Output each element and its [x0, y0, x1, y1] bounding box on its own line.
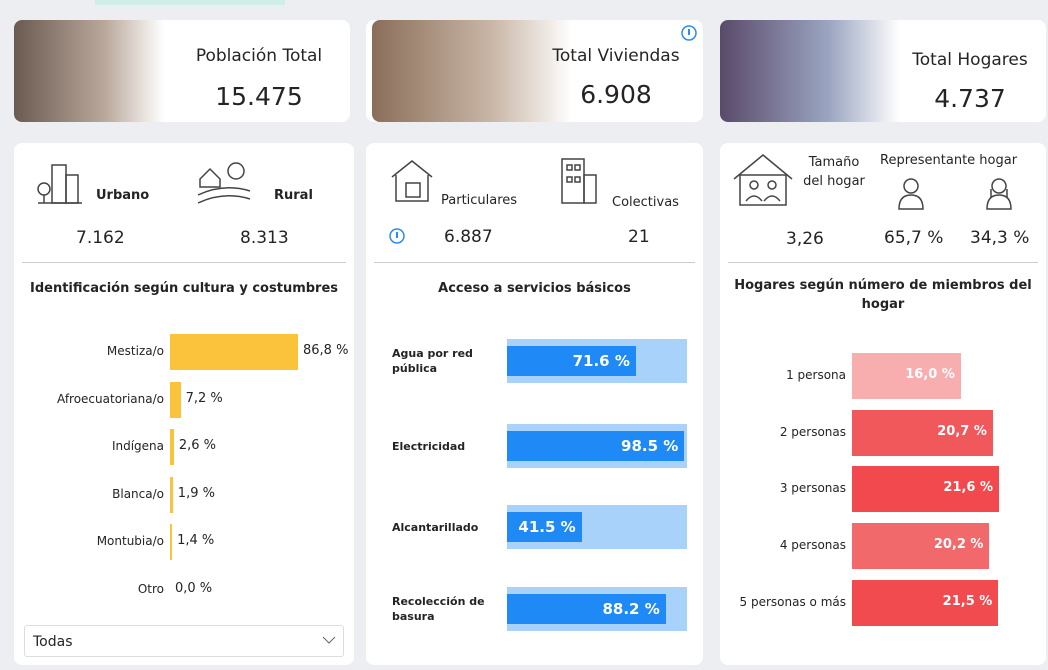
chart: Mestiza/o 86,8 % Afroecuatoriana/o 7,2 % Ind…: [14, 143, 354, 665]
stat-value: 6.887: [444, 227, 493, 247]
chart: 1 persona 16,0 % 2 personas 20,7 % 3 persona…: [720, 143, 1046, 665]
category-label: Otro: [137, 582, 164, 596]
bar: [507, 346, 636, 376]
dropdown-value: Todas: [33, 634, 73, 650]
bar: [852, 353, 961, 399]
bar: [170, 477, 173, 513]
value-label: 88.2 %: [602, 600, 660, 618]
value-label: 20,2 %: [933, 537, 984, 552]
chart-title: Identificación según cultura y costumbre…: [29, 281, 339, 296]
category-label: 2 personas: [779, 425, 846, 439]
divider: [374, 262, 695, 263]
photo: [372, 20, 572, 122]
value-label: 1,9 %: [177, 486, 215, 501]
category-label: Montubia/o: [96, 534, 164, 548]
woman-icon: [986, 178, 1012, 210]
category-label: Agua por red pública: [392, 347, 473, 375]
city-icon: [37, 164, 82, 204]
card-value: 4.737: [934, 84, 1006, 113]
bar: [170, 334, 298, 370]
photo: [14, 20, 164, 122]
building-icon: [561, 158, 597, 204]
value-label: 21,5 %: [942, 594, 993, 609]
panel: Particulares Colectivas 6.887 21 Acceso …: [366, 143, 703, 665]
chart-title: Acceso a servicios básicos: [438, 281, 631, 296]
house-icon: [391, 160, 433, 202]
bar: [170, 524, 173, 560]
value-label: 1,4 %: [177, 533, 215, 548]
card-title: Población Total: [195, 46, 323, 66]
bar: [170, 429, 174, 465]
panel: Urbano Rural 7.162 8.313 Identificación …: [14, 143, 354, 665]
stat-label: Urbano: [96, 188, 150, 203]
bar: [852, 410, 993, 456]
category-label: Afroecuatoriana/o: [57, 392, 164, 406]
stat-value: 8.313: [240, 228, 289, 248]
chart-title: Hogares según número de miembros del hog…: [734, 278, 1032, 312]
info-icon[interactable]: [388, 227, 406, 245]
stat-label: Representante hogar: [880, 153, 1018, 168]
card: Población Total 15.475: [14, 20, 350, 122]
divider: [22, 262, 346, 263]
card: Total Hogares 4.737: [720, 20, 1046, 122]
chart: Agua por red pública 71.6 % Electricidad 98…: [366, 143, 703, 665]
stat-value: 65,7 %: [884, 228, 944, 248]
tab: [95, 0, 285, 5]
card-title: Total Hogares: [912, 50, 1028, 70]
category-label: Alcantarillado: [392, 520, 479, 534]
divider: [728, 262, 1038, 263]
card-title: Total Viviendas: [552, 46, 680, 66]
man-icon: [898, 178, 924, 210]
value-label: 41.5 %: [518, 518, 576, 536]
stat-label: Particulares: [441, 193, 518, 208]
bar: [170, 382, 181, 418]
stat-value: 21: [628, 227, 650, 247]
info-icon[interactable]: [680, 24, 698, 42]
dropdown[interactable]: Todas: [24, 625, 344, 657]
value-label: 21,6 %: [943, 480, 993, 495]
category-label: 3 personas: [779, 481, 846, 495]
category-label: Recolección de basura: [392, 595, 485, 623]
value-label: 2,6 %: [178, 438, 216, 453]
category-label: Blanca/o: [112, 487, 164, 501]
value-label: 98.5 %: [621, 437, 679, 455]
bar: [507, 594, 666, 624]
chevron: [322, 636, 336, 644]
category-label: Mestiza/o: [106, 344, 164, 358]
category-label: 5 personas o más: [739, 595, 846, 609]
photo: [720, 20, 900, 122]
stat-label: Tamaño del hogar: [803, 155, 865, 189]
card: Total Viviendas 6.908: [366, 20, 703, 122]
value-label: 7,2 %: [185, 391, 223, 406]
panel: Tamaño del hogar Representante hogar 3,2…: [720, 143, 1046, 665]
bar: [852, 466, 999, 512]
rural-icon: [197, 162, 251, 204]
value-label: 16,0 %: [905, 367, 955, 382]
value-label: 20,7 %: [937, 424, 987, 439]
bar: [852, 523, 990, 569]
value-label: 0,0 %: [175, 581, 213, 596]
value-label: 71.6 %: [572, 352, 630, 370]
category-label: Indígena: [111, 439, 164, 453]
category-label: Electricidad: [392, 439, 466, 453]
bar: [852, 580, 999, 626]
category-label: 4 personas: [779, 538, 846, 552]
family-icon: [733, 154, 793, 206]
stat-label: Colectivas: [612, 195, 679, 210]
card-value: 6.908: [580, 80, 652, 109]
stat-value: 3,26: [786, 229, 824, 249]
stat-label: Rural: [274, 188, 313, 203]
category-label: 1 persona: [786, 368, 846, 382]
bar: [507, 512, 582, 542]
bar: [507, 431, 685, 461]
value-label: 86,8 %: [303, 343, 349, 358]
stat-value: 7.162: [76, 228, 125, 248]
stat-value: 34,3 %: [970, 228, 1030, 248]
card-value: 15.475: [215, 82, 303, 111]
